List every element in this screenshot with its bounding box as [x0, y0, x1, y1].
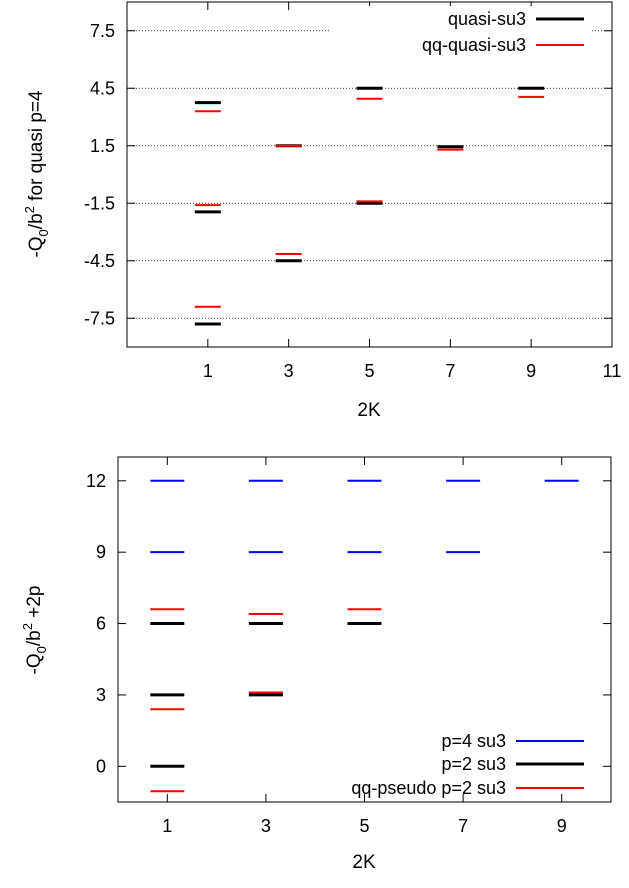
x-tick-label: 5: [359, 816, 369, 836]
bottom-y-axis-label: -Q0/b2 +2p: [20, 586, 49, 675]
x-tick-label: 1: [162, 816, 172, 836]
x-tick-label: 11: [603, 361, 622, 381]
x-tick-label: 7: [458, 816, 468, 836]
x-tick-label: 9: [526, 361, 536, 381]
y-tick-label: 12: [86, 471, 106, 491]
top-legend: quasi-su3 qq-quasi-su3: [330, 6, 590, 58]
y-tick-label: 6: [96, 614, 106, 634]
x-tick-label: 3: [284, 361, 294, 381]
legend-label-qq-quasi-su3: qq-quasi-su3: [422, 35, 526, 55]
top-y-axis-label: -Q0/b2 for quasi p=4: [22, 90, 51, 258]
y-tick-label: 1.5: [90, 136, 115, 156]
bottom-plot-frame: [117, 456, 612, 803]
y-tick-label: 3: [96, 685, 106, 705]
x-tick-label: 3: [261, 816, 271, 836]
top-x-axis-ticks: 1 3 5 7 9 11: [203, 2, 622, 381]
y-tick-label: -7.5: [84, 308, 115, 328]
top-panel: -7.5 -4.5 -1.5 1.5 4.5 7.5 1 3 5 7 9 11 2K -Q0/b2 …: [22, 1, 622, 421]
top-plot-frame: [126, 1, 613, 348]
y-tick-label: 4.5: [90, 78, 115, 98]
y-tick-label: -4.5: [84, 251, 115, 271]
legend-label-p4-su3: p=4 su3: [441, 731, 506, 751]
x-tick-label: 7: [445, 361, 455, 381]
top-data-marks: [194, 86, 545, 326]
x-tick-label: 9: [557, 816, 567, 836]
bottom-x-axis-label: 2K: [352, 852, 376, 873]
x-tick-label: 1: [203, 361, 213, 381]
legend-label-quasi-su3: quasi-su3: [448, 9, 526, 29]
top-grid: [127, 30, 612, 319]
legend-label-qq-pseudo: qq-pseudo p=2 su3: [351, 778, 506, 798]
bottom-y-axis-ticks: 0 3 6 9 12: [86, 471, 611, 776]
legend-label-p2-su3: p=2 su3: [441, 754, 506, 774]
bottom-x-axis-ticks: 1 3 5 7 9: [162, 457, 567, 836]
top-y-axis-ticks: -7.5 -4.5 -1.5 1.5 4.5 7.5: [84, 21, 612, 328]
bottom-legend: p=4 su3 p=2 su3 qq-pseudo p=2 su3: [351, 731, 584, 798]
y-tick-label: 0: [96, 756, 106, 776]
y-tick-label: 9: [96, 542, 106, 562]
y-tick-label: 7.5: [90, 21, 115, 41]
bottom-panel: 0 3 6 9 12 1 3 5 7 9 2K -Q0/b2 +2p p=4 su3 p=2 s…: [20, 456, 612, 873]
top-x-axis-label: 2K: [357, 400, 381, 421]
x-tick-label: 5: [364, 361, 374, 381]
bottom-data-marks: [150, 479, 579, 793]
y-tick-label: -1.5: [84, 193, 115, 213]
